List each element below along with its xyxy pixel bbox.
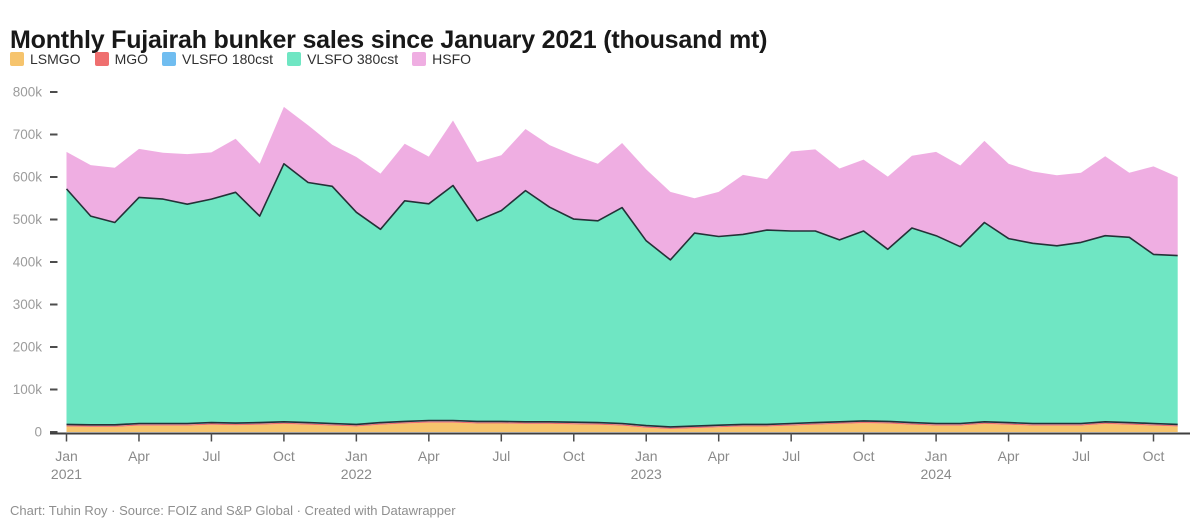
area-bands	[65, 106, 1178, 432]
legend-label-lsmgo: LSMGO	[30, 51, 81, 67]
x-tick-label-month: Apr	[418, 448, 440, 464]
legend-label-hsfo: HSFO	[432, 51, 472, 67]
x-tick-label-year: 2021	[51, 466, 82, 482]
boundary-line-distillates-top	[66, 419, 1178, 428]
x-tick-label-month: Jul	[202, 448, 220, 464]
legend-swatch-mgo	[94, 52, 109, 66]
legend-swatch-hsfo	[412, 52, 427, 66]
boundary-line-vlsfo380-top	[65, 163, 1178, 261]
y-tick-label: 400k	[13, 255, 43, 270]
x-tick-label-month: Apr	[708, 448, 730, 464]
x-tick-label-month: Jul	[1072, 448, 1090, 464]
legend-label-vlsfo-380cst: VLSFO 380cst	[307, 51, 399, 67]
legend-swatch-vlsfo-180cst	[162, 52, 177, 66]
legend-item-vlsfo-180cst: VLSFO 180cst	[162, 51, 273, 67]
legend-item-mgo: MGO	[94, 51, 149, 67]
legend-item-hsfo: HSFO	[412, 51, 471, 67]
legend-item-lsmgo: LSMGO	[10, 51, 81, 67]
x-tick-label-month: Apr	[128, 448, 150, 464]
x-tick-label-month: Oct	[273, 448, 295, 464]
area-band-vlsfo-380cst	[66, 163, 1178, 427]
y-tick-label: 200k	[13, 340, 43, 355]
legend: LSMGO MGO VLSFO 180cst VLSFO 380cst HSFO	[10, 51, 485, 67]
y-axis: 0 100k 200k 300k 400k 500k 600k 700k 800k	[13, 85, 58, 440]
x-tick-label-month: Oct	[563, 448, 585, 464]
y-tick-label: 500k	[13, 212, 43, 227]
x-tick-label-month: Jan	[635, 448, 658, 464]
legend-label-mgo: MGO	[114, 51, 149, 67]
x-tick-label-month: Apr	[998, 448, 1020, 464]
legend-label-vlsfo-180cst: VLSFO 180cst	[182, 51, 274, 67]
y-tick-label: 100k	[13, 382, 43, 397]
x-tick-label-month: Oct	[853, 448, 875, 464]
y-tick-label: 700k	[13, 127, 43, 142]
x-tick-label-month: Jan	[345, 448, 368, 464]
x-axis: Jan 2021 Apr Jul Oct Jan 2022 Apr Jul Oct Jan 2023 A…	[50, 432, 1190, 482]
y-tick-label: 600k	[13, 170, 43, 185]
y-tick-label: 300k	[13, 297, 43, 312]
x-tick-label-year: 2024	[921, 466, 952, 482]
y-tick-label: 800k	[13, 85, 43, 100]
y-tick-label: 0	[34, 425, 42, 440]
x-tick-label-month: Jan	[55, 448, 78, 464]
x-tick-label-year: 2022	[341, 466, 372, 482]
area-band-lsmgo	[66, 422, 1178, 432]
x-tick-label-month: Jan	[925, 448, 948, 464]
x-tick-label-month: Jul	[492, 448, 510, 464]
chart-title: Monthly Fujairah bunker sales since Janu…	[10, 25, 768, 54]
x-tick-label-year: 2023	[631, 466, 662, 482]
x-tick-label-month: Oct	[1143, 448, 1165, 464]
area-band-hsfo	[66, 106, 1178, 260]
x-tick-label-month: Jul	[782, 448, 800, 464]
chart-footer-attribution: Chart: Tuhin Roy · Source: FOIZ and S&P …	[10, 503, 456, 518]
legend-swatch-lsmgo	[10, 52, 24, 66]
legend-item-vlsfo-380cst: VLSFO 380cst	[287, 51, 398, 67]
area-band-mgo	[66, 421, 1178, 429]
legend-swatch-vlsfo-380cst	[287, 52, 302, 66]
